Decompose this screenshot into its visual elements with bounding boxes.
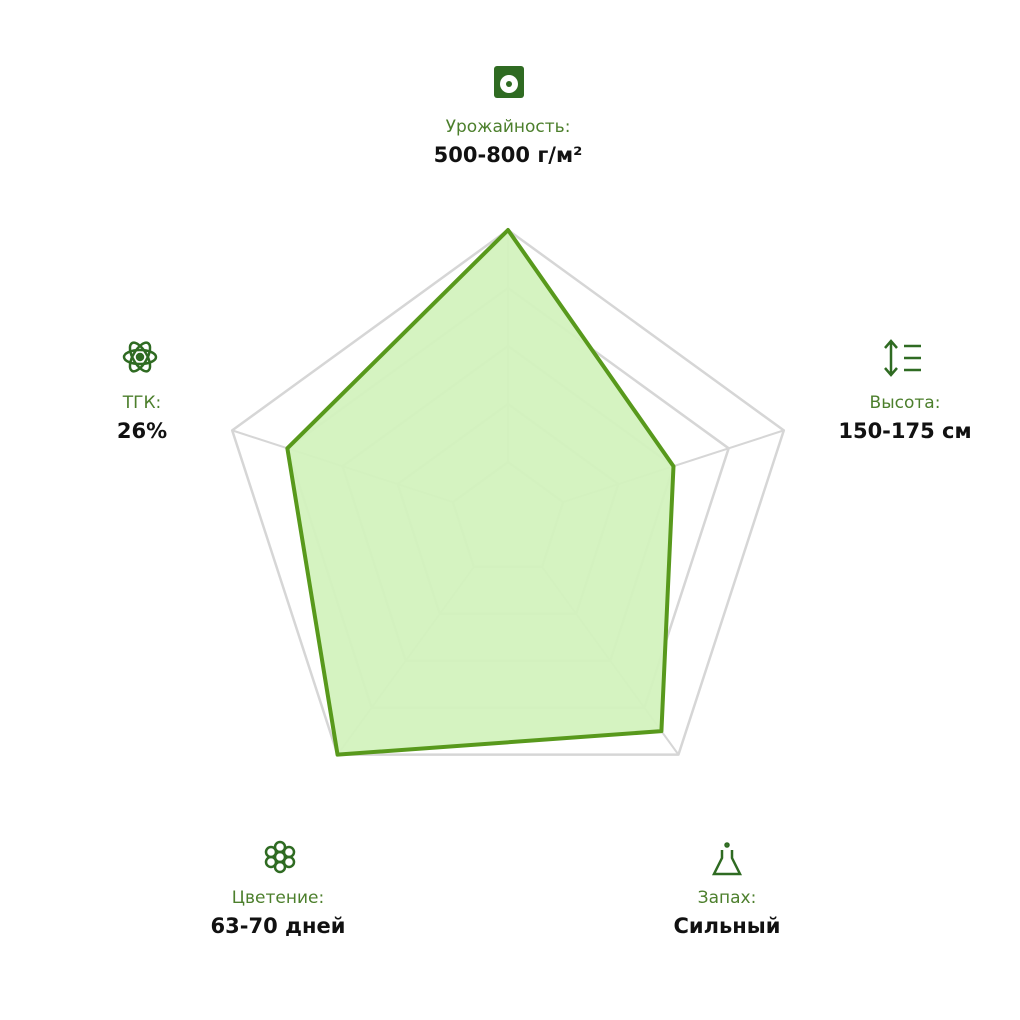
icon-flower <box>264 840 296 874</box>
axis-label: Запах: <box>698 888 757 908</box>
icon-flask <box>711 842 743 876</box>
axis-detail: 63-70 дней <box>211 914 346 938</box>
icon-height <box>884 339 921 377</box>
axis-detail: 500-800 г/м² <box>434 143 583 167</box>
axis-label: Высота: <box>870 393 941 413</box>
axis-label: Урожайность: <box>446 117 571 137</box>
plot <box>230 228 786 757</box>
axis-detail: 150-175 см <box>838 419 971 443</box>
axis-label: ТГК: <box>122 393 162 413</box>
grid-ring <box>230 228 786 756</box>
axis-label: Цветение: <box>232 888 324 908</box>
axis-detail: 26% <box>117 419 167 443</box>
icon-scale <box>494 66 524 98</box>
radar-area <box>285 228 676 757</box>
axis-detail: Сильный <box>674 914 781 938</box>
icon-atom <box>122 341 158 373</box>
